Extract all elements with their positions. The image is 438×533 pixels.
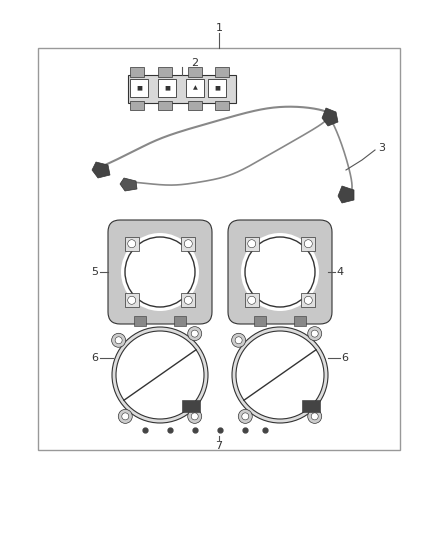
Circle shape xyxy=(112,333,126,348)
Circle shape xyxy=(311,413,318,420)
Text: ■: ■ xyxy=(136,85,142,91)
Circle shape xyxy=(304,240,312,248)
Text: 1: 1 xyxy=(215,23,223,33)
Bar xyxy=(158,67,172,77)
Text: 7: 7 xyxy=(215,441,223,451)
Circle shape xyxy=(242,413,249,420)
Polygon shape xyxy=(120,178,137,191)
Bar xyxy=(125,293,139,308)
Circle shape xyxy=(191,413,198,420)
Text: 5: 5 xyxy=(92,267,99,277)
Bar xyxy=(188,101,202,110)
Bar xyxy=(174,316,186,326)
Circle shape xyxy=(235,337,242,344)
Text: ■: ■ xyxy=(214,85,220,91)
Polygon shape xyxy=(322,108,338,126)
Polygon shape xyxy=(338,186,354,203)
Bar xyxy=(130,67,144,77)
FancyBboxPatch shape xyxy=(108,220,212,324)
Bar xyxy=(130,101,144,110)
Bar xyxy=(125,237,139,251)
Circle shape xyxy=(248,296,256,304)
Circle shape xyxy=(188,327,202,341)
Circle shape xyxy=(128,240,136,248)
Bar xyxy=(158,79,176,97)
Circle shape xyxy=(232,333,246,348)
Polygon shape xyxy=(92,162,110,178)
Circle shape xyxy=(311,330,318,337)
Bar xyxy=(215,67,229,77)
Bar xyxy=(130,79,148,97)
Bar xyxy=(215,101,229,110)
Circle shape xyxy=(122,413,129,420)
Bar xyxy=(245,293,259,308)
Bar xyxy=(208,79,226,97)
Bar xyxy=(186,79,204,97)
Bar xyxy=(182,400,200,411)
Circle shape xyxy=(115,337,122,344)
Text: 6: 6 xyxy=(92,353,99,363)
Bar xyxy=(181,293,195,308)
Bar xyxy=(188,67,202,77)
Bar xyxy=(134,316,146,326)
Circle shape xyxy=(116,331,204,419)
Bar xyxy=(245,237,259,251)
Circle shape xyxy=(238,409,252,423)
Circle shape xyxy=(128,296,136,304)
Text: ■: ■ xyxy=(164,85,170,91)
Bar xyxy=(38,48,400,450)
Circle shape xyxy=(304,296,312,304)
Circle shape xyxy=(236,331,324,419)
Bar xyxy=(301,293,315,308)
Bar xyxy=(181,237,195,251)
Circle shape xyxy=(308,327,321,341)
Bar xyxy=(254,316,266,326)
Circle shape xyxy=(191,330,198,337)
Text: 6: 6 xyxy=(342,353,349,363)
Circle shape xyxy=(118,409,132,423)
Text: ▲: ▲ xyxy=(193,85,198,91)
Circle shape xyxy=(245,237,315,307)
Circle shape xyxy=(241,233,319,311)
Circle shape xyxy=(248,240,256,248)
Circle shape xyxy=(112,327,208,423)
FancyBboxPatch shape xyxy=(228,220,332,324)
Circle shape xyxy=(188,409,202,423)
Circle shape xyxy=(232,327,328,423)
Bar xyxy=(294,316,306,326)
Circle shape xyxy=(184,240,192,248)
Text: 4: 4 xyxy=(336,267,343,277)
Circle shape xyxy=(308,409,321,423)
Text: 3: 3 xyxy=(378,143,385,153)
Bar xyxy=(128,75,236,103)
Bar xyxy=(302,400,320,411)
Circle shape xyxy=(184,296,192,304)
Bar xyxy=(301,237,315,251)
Circle shape xyxy=(125,237,195,307)
Circle shape xyxy=(121,233,199,311)
Text: 2: 2 xyxy=(191,58,198,68)
Bar xyxy=(158,101,172,110)
